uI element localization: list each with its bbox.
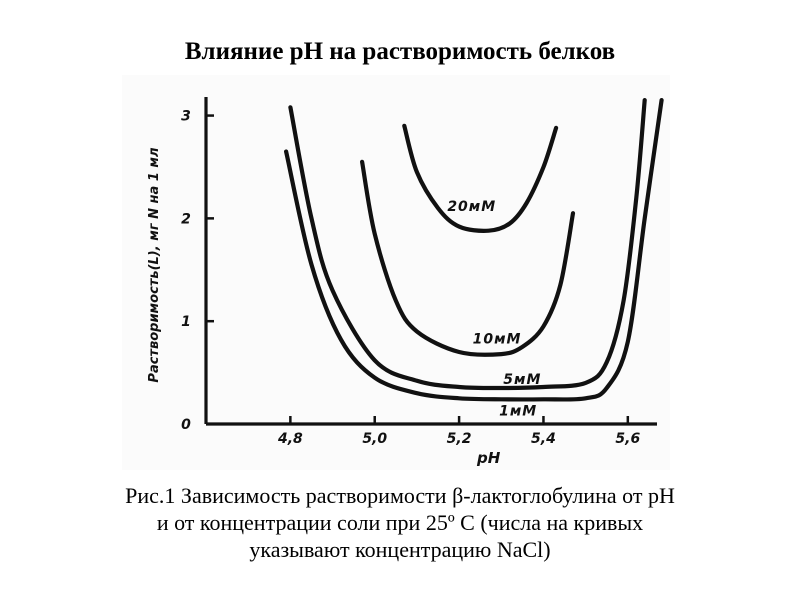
y-axis-label: Растворимость(L), мг N на 1 мл (147, 147, 162, 383)
x-tick-label: 5,2 (447, 431, 472, 447)
series-label-2: 5мМ (503, 372, 541, 388)
series-line-4 (402, 123, 559, 233)
y-tick-label: 2 (181, 211, 191, 227)
series-label-1: 1мМ (499, 404, 537, 420)
chart-background (122, 75, 670, 470)
x-tick-label: 5,6 (615, 431, 640, 447)
y-tick-label: 3 (181, 109, 191, 125)
x-tick-label: 5,4 (531, 431, 556, 447)
x-axis-label: pH (476, 449, 501, 467)
series-line-1 (284, 98, 664, 402)
x-tick-label: 5,0 (362, 431, 387, 447)
x-tick-label: 4,8 (277, 431, 303, 447)
caption-line-1: Рис.1 Зависимость растворимости β-лактог… (125, 483, 675, 508)
chart-ticks: 0 1 2 3 4,8 5,0 5,2 5,4 5,6 (181, 109, 640, 447)
chart-axes (204, 97, 657, 426)
slide-title: Влияние pH на растворимость белков (184, 38, 616, 65)
series-label-3: 10мМ (473, 332, 522, 348)
y-tick-label: 1 (181, 314, 191, 330)
y-tick-label: 0 (181, 417, 191, 433)
series-label-4: 20мМ (447, 199, 496, 215)
solubility-chart: 0 1 2 3 4,8 5,0 5,2 5,4 5,6 1мМ 5мМ 10мМ 20мМ Раств… (122, 75, 670, 470)
chart-series (284, 98, 664, 402)
chart-series-labels: 1мМ 5мМ 10мМ 20мМ (447, 199, 541, 420)
series-line-2 (288, 98, 647, 391)
caption-line-3: указывают концентрацию NaCl) (249, 537, 551, 562)
figure-caption: Рис.1 Зависимость растворимости β-лактог… (40, 482, 760, 563)
series-line-3 (360, 159, 576, 357)
caption-line-2: и от концентрации соли при 25º С (числа … (156, 510, 644, 535)
